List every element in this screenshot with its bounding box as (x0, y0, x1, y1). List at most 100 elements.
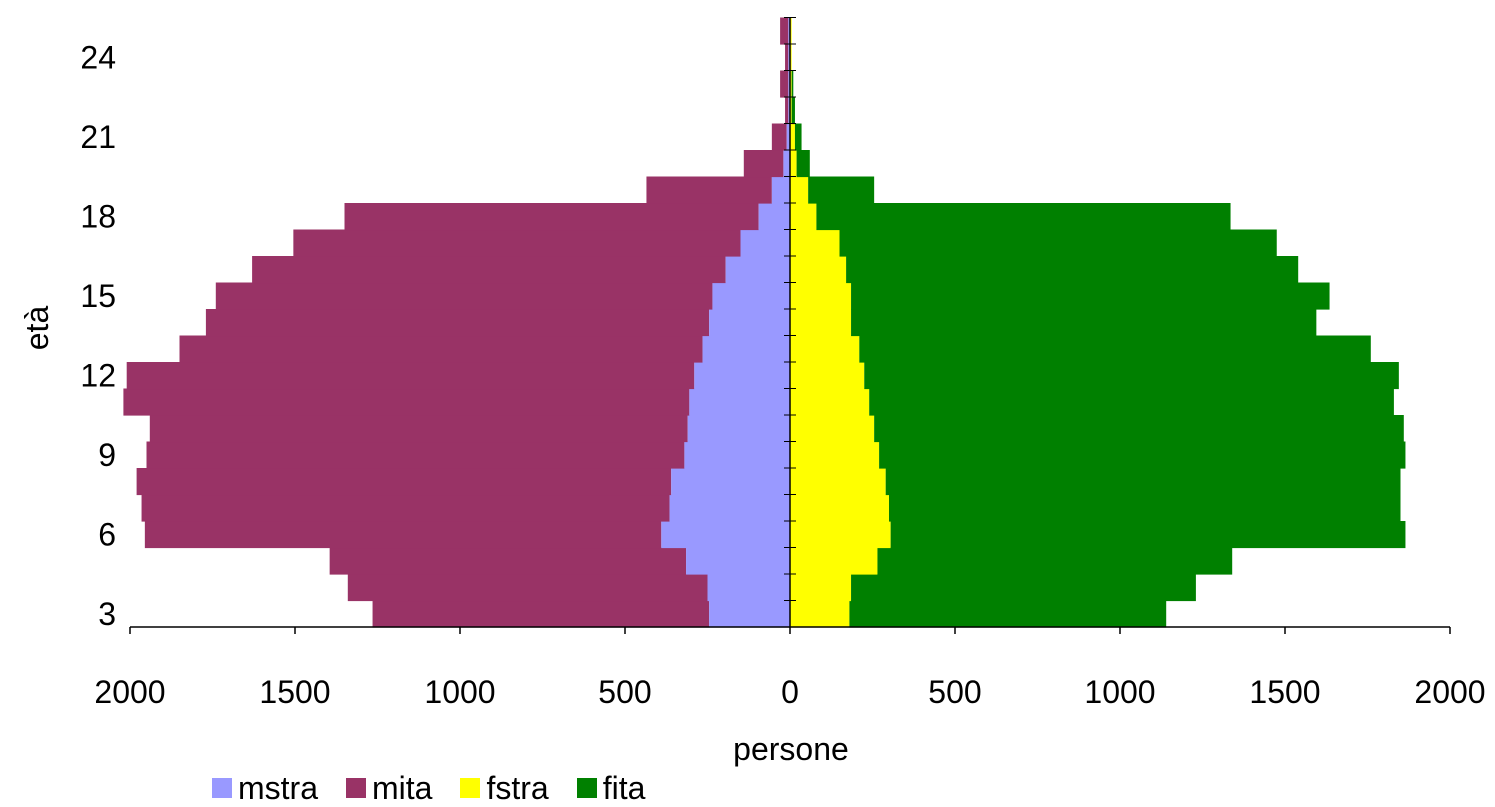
bar-mita-age-9 (146, 441, 685, 469)
bar-mita-age-21 (771, 123, 787, 151)
legend-swatch-mstra (212, 778, 232, 798)
bar-mita-age-14 (205, 309, 710, 337)
bar-mstra-age-6 (661, 521, 790, 549)
bar-fita-age-23 (791, 70, 794, 98)
bar-fita-age-17 (839, 229, 1277, 257)
bar-fita-age-9 (879, 441, 1406, 469)
bar-mita-age-4 (347, 574, 708, 602)
bar-fstra-age-18 (790, 203, 817, 231)
bar-mstra-age-4 (707, 574, 790, 602)
bar-fita-age-19 (808, 176, 875, 204)
bar-fstra-age-11 (790, 388, 870, 416)
bar-fita-age-16 (846, 256, 1299, 284)
bar-fstra-age-6 (790, 521, 891, 549)
bar-fita-age-11 (869, 388, 1394, 416)
bar-fstra-age-8 (790, 468, 886, 496)
bar-mstra-age-3 (709, 600, 790, 628)
bar-mstra-age-16 (725, 256, 790, 284)
bar-fstra-age-17 (790, 229, 840, 257)
bar-mita-age-12 (126, 362, 695, 390)
bar-mstra-age-18 (758, 203, 790, 231)
x-tick-label: 1000 (424, 674, 495, 710)
bar-mita-age-13 (179, 335, 703, 363)
legend-label-mita: mita (372, 769, 433, 806)
bar-mstra-age-23 (788, 70, 790, 98)
bar-mita-age-20 (743, 150, 784, 178)
bar-fita-age-20 (796, 150, 810, 178)
bar-mstra-age-14 (709, 309, 790, 337)
bar-mstra-age-19 (771, 176, 790, 204)
bar-mita-age-15 (215, 282, 713, 310)
bar-mita-age-6 (144, 521, 662, 549)
bar-fstra-age-16 (790, 256, 847, 284)
bar-mstra-age-12 (694, 362, 790, 390)
bar-fstra-age-4 (790, 574, 852, 602)
legend-label-fita: fita (602, 769, 646, 806)
bar-fstra-age-13 (790, 335, 860, 363)
x-tick-label: 1500 (259, 674, 330, 710)
bar-mstra-age-15 (712, 282, 790, 310)
bar-fstra-age-24 (790, 44, 792, 72)
x-tick-label: 500 (598, 674, 651, 710)
bar-fstra-age-5 (790, 547, 878, 575)
bar-fita-age-13 (859, 335, 1371, 363)
bar-mita-age-5 (329, 547, 687, 575)
axes-layer: 2000 1500 1000 500 0 500 1000 1500 2000 3 6 9 12 15 18… (80, 17, 1486, 710)
legend-label-mstra: mstra (238, 769, 318, 806)
legend-item-mstra: mstra (212, 770, 318, 807)
bar-fita-age-10 (874, 415, 1404, 443)
bar-mstra-age-17 (740, 229, 790, 257)
x-tick-label: 0 (781, 674, 799, 710)
bar-mstra-age-9 (684, 441, 790, 469)
bar-mstra-age-8 (671, 468, 790, 496)
legend-item-mita: mita (346, 770, 432, 807)
y-tick-label: 9 (98, 437, 116, 473)
bar-mstra-age-20 (783, 150, 790, 178)
bar-fstra-age-9 (790, 441, 880, 469)
bars-layer (123, 17, 1406, 628)
legend: mstra mita fstra fita (212, 770, 673, 806)
bar-fstra-age-23 (790, 70, 792, 98)
bar-fita-age-4 (851, 574, 1196, 602)
x-tick-label: 2000 (1414, 674, 1485, 710)
bar-mstra-age-7 (669, 494, 790, 522)
bar-fita-age-6 (890, 521, 1406, 549)
bar-mita-age-25 (780, 17, 789, 45)
bar-mstra-age-10 (687, 415, 790, 443)
y-tick-label: 12 (80, 357, 116, 393)
bar-fstra-age-15 (790, 282, 852, 310)
bar-mita-age-23 (780, 70, 789, 98)
y-tick-label: 24 (80, 39, 116, 75)
bar-fstra-age-20 (790, 150, 797, 178)
bar-mita-age-16 (252, 256, 726, 284)
bar-mita-age-18 (344, 203, 759, 231)
bar-fita-age-7 (889, 494, 1401, 522)
bar-fita-age-21 (794, 123, 802, 151)
bar-mstra-age-11 (689, 388, 790, 416)
bar-mita-age-17 (293, 229, 741, 257)
bar-fita-age-18 (816, 203, 1231, 231)
bar-mita-age-24 (785, 44, 789, 72)
bar-fstra-age-12 (790, 362, 865, 390)
bar-fita-age-15 (851, 282, 1330, 310)
bar-mita-age-10 (149, 415, 688, 443)
x-axis-title: persone (733, 731, 849, 767)
bar-mstra-age-25 (788, 17, 790, 45)
bar-fstra-age-21 (790, 123, 795, 151)
bar-mstra-age-21 (786, 123, 790, 151)
bar-fstra-age-25 (790, 17, 792, 45)
legend-item-fstra: fstra (460, 770, 549, 807)
y-tick-label: 15 (80, 278, 116, 314)
bar-fita-age-8 (885, 468, 1401, 496)
bar-fita-age-5 (877, 547, 1233, 575)
y-tick-label: 21 (80, 119, 116, 155)
bar-mstra-age-13 (702, 335, 790, 363)
y-tick-label: 18 (80, 198, 116, 234)
bar-fita-age-22 (791, 97, 795, 125)
legend-swatch-fstra (460, 778, 481, 798)
x-tick-label: 500 (928, 674, 981, 710)
bar-mstra-age-24 (788, 44, 790, 72)
bar-fstra-age-10 (790, 415, 875, 443)
bar-fstra-age-22 (790, 97, 792, 125)
